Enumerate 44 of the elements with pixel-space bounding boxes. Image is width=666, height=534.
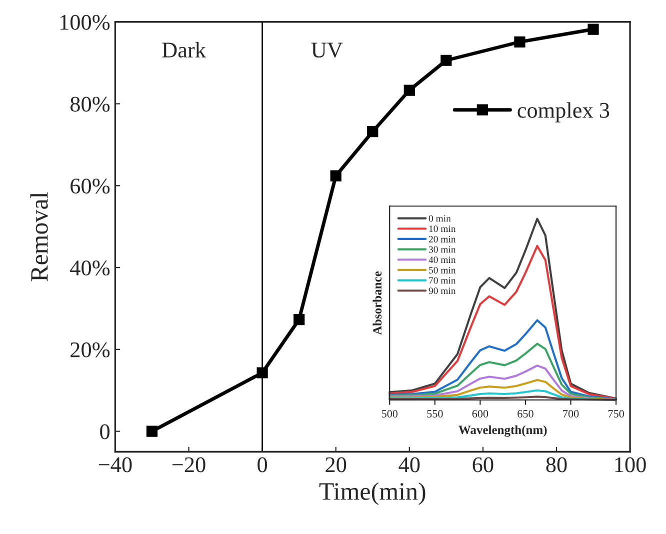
- x-tick-label: 20: [326, 457, 346, 472]
- x-axis-title: Time(min): [319, 482, 426, 506]
- point: [330, 170, 342, 182]
- y-tick-label: 80%: [70, 96, 110, 112]
- point: [588, 24, 599, 35]
- legend-label: 0 min: [428, 215, 451, 222]
- point: [146, 426, 158, 437]
- point: [256, 367, 268, 378]
- legend-label: 50 min: [429, 266, 456, 274]
- x-tick-label: −40: [98, 457, 132, 472]
- legend-label: 70 min: [429, 277, 456, 284]
- y-axis-title: Removal: [30, 192, 48, 282]
- point: [294, 314, 305, 326]
- x-tick-label: 0: [258, 457, 268, 472]
- x-tick-label: 500: [382, 410, 398, 418]
- x-tick-label: 750: [608, 410, 624, 418]
- y-tick-label: 0: [100, 424, 110, 440]
- y-axis-title: Absorbance: [372, 271, 382, 335]
- x-axis-title: Wavelength(nm): [458, 425, 547, 437]
- x-tick-label: 60: [472, 457, 494, 472]
- y-tick-label: 60%: [70, 178, 110, 194]
- legend-label: 30 min: [428, 246, 456, 253]
- x-tick-label: 700: [563, 410, 579, 418]
- x-tick-label: −20: [172, 457, 206, 472]
- legend-label: 20 min: [428, 236, 456, 242]
- point: [514, 36, 526, 48]
- annotation: Dark: [162, 42, 206, 58]
- legend-label: 40 min: [428, 256, 456, 264]
- x-tick-label: 550: [427, 410, 443, 418]
- y-tick-label: 40%: [70, 260, 110, 276]
- y-tick-label: 100%: [60, 14, 110, 30]
- annotation: UV: [311, 42, 343, 58]
- point: [440, 54, 452, 66]
- x-tick-label: 100: [615, 457, 646, 472]
- legend-label: 90 min: [428, 288, 456, 294]
- point: [367, 126, 378, 138]
- point: [404, 84, 415, 96]
- x-tick-label: 80: [546, 457, 567, 472]
- x-tick-label: 650: [518, 410, 534, 418]
- x-tick-label: 40: [398, 457, 420, 472]
- legend-label: complex 3: [518, 102, 610, 122]
- x-tick-label: 600: [472, 410, 488, 418]
- y-tick-label: 20%: [70, 342, 110, 358]
- legend-label: 10 min: [429, 226, 456, 232]
